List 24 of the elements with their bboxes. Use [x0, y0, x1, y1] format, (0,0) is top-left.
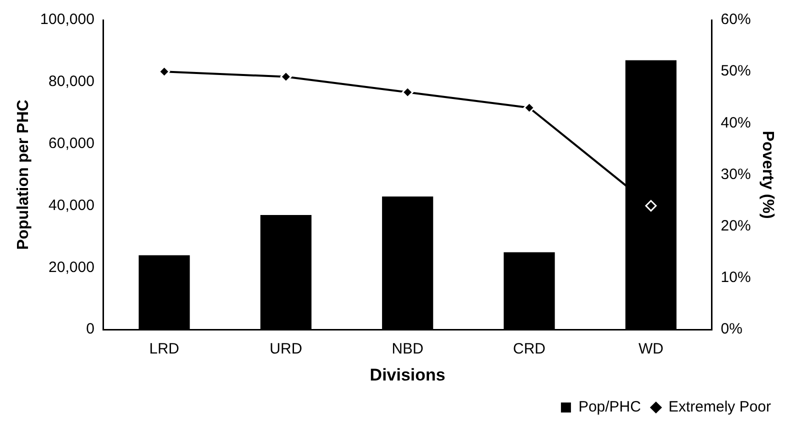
y-tick-label: 60,000 — [48, 134, 94, 152]
y-tick-label: 20,000 — [48, 258, 94, 276]
y2-tick-label: 20% — [720, 218, 751, 235]
legend-label: Extremely Poor — [668, 398, 772, 416]
x-tick-label: NBD — [392, 340, 424, 358]
y2-tick-label: 0% — [720, 320, 742, 338]
legend-label: Pop/PHC — [578, 398, 642, 416]
y-axis-title: Population per PHC — [15, 99, 32, 250]
x-tick-label: LRD — [149, 340, 180, 358]
y-tick-label: 40,000 — [48, 196, 94, 214]
y-tick-label: 0 — [86, 320, 94, 338]
x-axis-title: Divisions — [370, 365, 446, 384]
x-tick-label: CRD — [513, 340, 546, 358]
y2-tick-label: 40% — [720, 114, 751, 132]
point — [645, 200, 657, 212]
x-tick-label: URD — [270, 340, 302, 358]
x-tick-label: WD — [638, 340, 664, 358]
y2-tick-label: 10% — [720, 269, 751, 286]
y-tick-label: 80,000 — [48, 73, 94, 90]
y-tick-label: 100,000 — [40, 11, 94, 28]
y2-tick-label: 30% — [720, 166, 751, 183]
y2-tick-label: 50% — [720, 62, 751, 80]
y2-tick-label: 60% — [720, 11, 751, 28]
y2-axis-title: Poverty (%) — [758, 130, 776, 219]
